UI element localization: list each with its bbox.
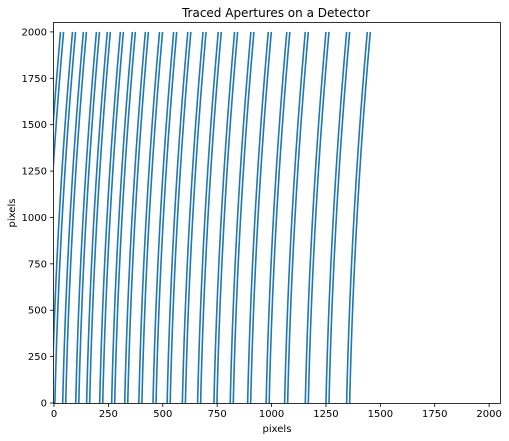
x-tick-label: 1500 — [368, 409, 393, 420]
aperture-trace-13-right — [199, 31, 223, 403]
y-tick-label: 1750 — [22, 74, 47, 85]
y-tick-label: 1500 — [22, 120, 47, 131]
aperture-trace-5-right — [88, 31, 112, 403]
series-layer — [54, 31, 372, 403]
y-tick-label: 500 — [28, 306, 47, 317]
aperture-trace-12-left — [181, 31, 204, 403]
aperture-trace-3-left — [61, 31, 85, 403]
aperture-trace-13-left — [196, 31, 220, 403]
y-tick-label: 1000 — [22, 213, 47, 224]
aperture-trace-5-left — [85, 31, 109, 403]
aperture-trace-11-left — [166, 31, 189, 403]
x-tick-label: 1750 — [422, 409, 447, 420]
aperture-trace-10-left — [152, 31, 175, 403]
aperture-trace-7-right — [113, 31, 137, 403]
x-tick-label: 250 — [99, 409, 118, 420]
aperture-trace-10-right — [155, 31, 178, 403]
aperture-trace-9-right — [141, 31, 164, 403]
aperture-trace-18-right — [286, 31, 310, 403]
aperture-trace-7-left — [110, 31, 134, 403]
aperture-trace-16-right — [249, 31, 273, 403]
aperture-trace-6-left — [98, 31, 122, 403]
aperture-trace-12-right — [184, 31, 207, 403]
aperture-trace-14-left — [213, 31, 236, 403]
x-tick-label: 1250 — [313, 409, 338, 420]
aperture-trace-11-right — [169, 31, 192, 403]
aperture-trace-20-right — [328, 31, 351, 403]
chart-title: Traced Apertures on a Detector — [181, 6, 370, 20]
x-axis-label: pixels — [263, 424, 292, 435]
aperture-trace-6-right — [101, 31, 125, 403]
aperture-trace-15-right — [232, 31, 255, 403]
y-tick-label: 250 — [28, 352, 47, 363]
aperture-trace-17-left — [265, 31, 288, 403]
aperture-trace-17-right — [268, 31, 291, 403]
aperture-trace-9-left — [138, 31, 161, 403]
aperture-trace-14-right — [216, 31, 239, 403]
aperture-trace-16-left — [246, 31, 270, 403]
aperture-trace-8-right — [126, 31, 150, 403]
aperture-trace-19-left — [304, 31, 327, 403]
y-tick-label: 0 — [41, 399, 47, 410]
x-tick-label: 1000 — [259, 409, 284, 420]
x-tick-label: 500 — [153, 409, 172, 420]
aperture-trace-20-left — [325, 31, 348, 403]
aperture-trace-19-right — [307, 31, 330, 403]
y-axis-label: pixels — [7, 199, 18, 228]
aperture-trace-1-left — [54, 31, 62, 124]
x-tick-label: 750 — [208, 409, 227, 420]
x-axis: 0 250 500 750 1000 1250 1500 1750 2000 — [51, 403, 502, 420]
aperture-trace-4-left — [74, 31, 98, 403]
y-tick-label: 750 — [28, 259, 47, 270]
plot-frame — [53, 22, 501, 404]
aperture-trace-3-right — [64, 31, 88, 403]
aperture-trace-21-right — [348, 31, 372, 403]
y-tick-label: 2000 — [22, 27, 47, 38]
aperture-trace-1-right — [54, 31, 65, 169]
x-tick-label: 2000 — [476, 409, 501, 420]
aperture-trace-4-right — [78, 31, 101, 403]
aperture-trace-2-left — [54, 31, 74, 354]
aperture-trace-8-left — [123, 31, 147, 403]
aperture-trace-15-left — [229, 31, 252, 403]
y-axis: 0 250 500 750 1000 1250 1500 1750 2000 — [22, 27, 54, 410]
aperture-trace-2-right — [54, 31, 77, 403]
aperture-trace-21-left — [345, 31, 369, 403]
y-tick-label: 1250 — [22, 167, 47, 178]
x-tick-label: 0 — [51, 409, 57, 420]
aperture-trace-18-left — [283, 31, 307, 403]
